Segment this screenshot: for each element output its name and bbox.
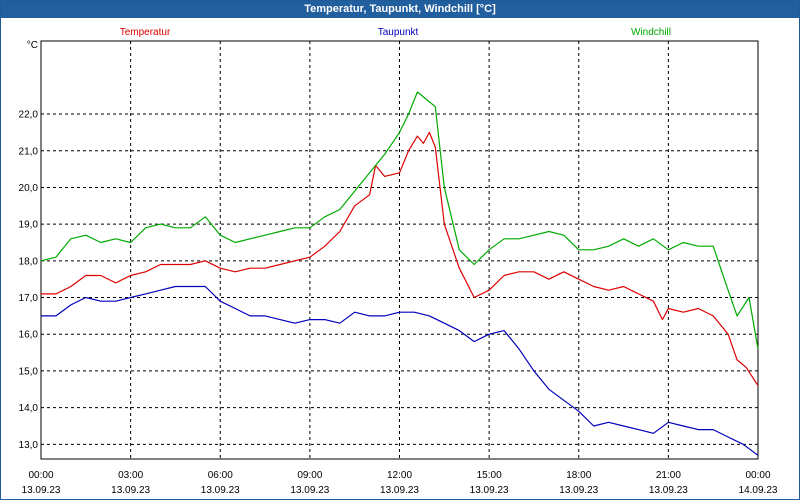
x-tick-date-label: 13.09.23 bbox=[649, 485, 688, 496]
y-tick-label: 18,0 bbox=[19, 256, 39, 267]
chart-title: Temperatur, Taupunkt, Windchill [°C] bbox=[1, 1, 799, 18]
x-tick-date-label: 13.09.23 bbox=[380, 485, 419, 496]
y-axis-unit-label: °C bbox=[27, 40, 38, 51]
series-line-taupunkt bbox=[41, 285, 759, 456]
y-tick-label: 17,0 bbox=[19, 293, 39, 304]
x-tick-date-label: 13.09.23 bbox=[111, 485, 150, 496]
x-tick-date-label: 13.09.23 bbox=[470, 485, 509, 496]
x-tick-time-label: 09:00 bbox=[297, 470, 322, 481]
x-tick-time-label: 00:00 bbox=[28, 470, 53, 481]
y-tick-label: 22,0 bbox=[19, 110, 39, 121]
x-tick-date-label: 13.09.23 bbox=[290, 485, 329, 496]
legend-label-temperatur: Temperatur bbox=[120, 27, 171, 38]
y-tick-label: 20,0 bbox=[19, 183, 39, 194]
series-line-temperatur bbox=[41, 131, 759, 386]
x-tick-time-label: 15:00 bbox=[477, 470, 502, 481]
y-tick-label: 15,0 bbox=[19, 366, 39, 377]
x-tick-date-label: 14.09.23 bbox=[739, 485, 778, 496]
y-tick-label: 13,0 bbox=[19, 440, 39, 451]
y-tick-label: 19,0 bbox=[19, 220, 39, 231]
y-tick-label: 21,0 bbox=[19, 146, 39, 157]
x-tick-time-label: 00:00 bbox=[745, 470, 770, 481]
x-tick-time-label: 18:00 bbox=[566, 470, 591, 481]
x-tick-time-label: 06:00 bbox=[208, 470, 233, 481]
x-tick-date-label: 13.09.23 bbox=[559, 485, 598, 496]
legend-label-windchill: Windchill bbox=[631, 27, 671, 38]
legend-label-taupunkt: Taupunkt bbox=[378, 27, 419, 38]
series-line-windchill bbox=[40, 91, 759, 350]
x-tick-time-label: 12:00 bbox=[387, 470, 412, 481]
x-tick-time-label: 03:00 bbox=[118, 470, 143, 481]
x-tick-date-label: 13.09.23 bbox=[201, 485, 240, 496]
y-tick-label: 16,0 bbox=[19, 330, 39, 341]
y-tick-label: 14,0 bbox=[19, 403, 39, 414]
x-tick-date-label: 13.09.23 bbox=[22, 485, 61, 496]
x-tick-time-label: 21:00 bbox=[656, 470, 681, 481]
